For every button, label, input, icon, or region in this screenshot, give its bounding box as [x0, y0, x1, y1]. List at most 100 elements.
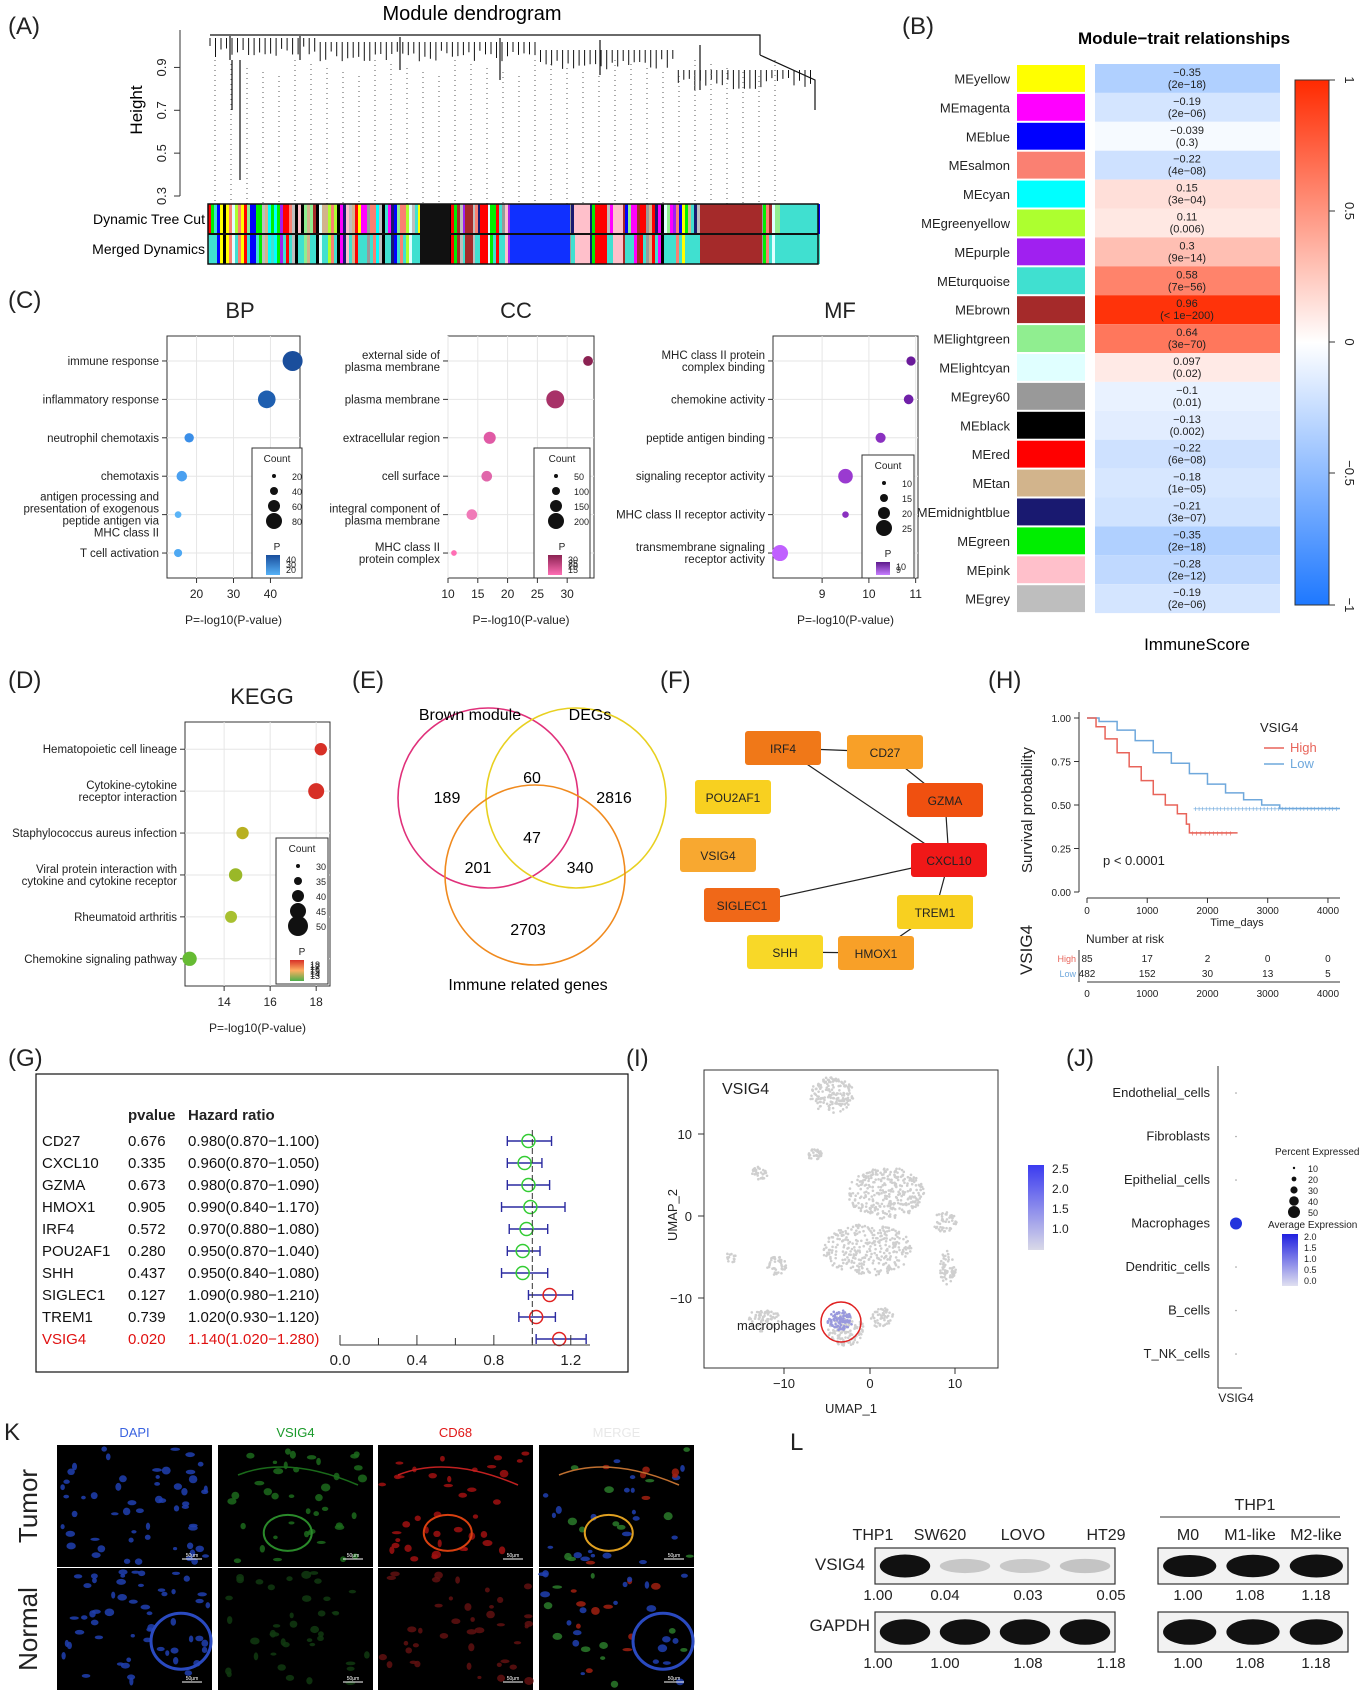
dotplot-xtick: 20	[501, 587, 515, 601]
module-color-swatch	[1017, 556, 1085, 584]
forest-header-hr: Hazard ratio	[188, 1107, 275, 1124]
correlation-pvalue: (0.3)	[1176, 137, 1199, 149]
venn-immune-genes-circle	[444, 784, 626, 966]
legend-percent-tick: 40	[1308, 1197, 1318, 1207]
heatmap-row: MElightcyan 0.097(0.02)	[939, 353, 1280, 382]
dotplot-xtick: 30	[561, 587, 575, 601]
blot-lane-label: HT29	[1086, 1527, 1125, 1544]
correlation-pvalue: (2e−18)	[1168, 541, 1206, 553]
blot-vsig4-value: 1.08	[1235, 1587, 1264, 1604]
term-label: Viral protein interaction with	[36, 864, 177, 876]
blot-strip	[874, 1547, 1116, 1585]
svg-text:+: +	[1226, 804, 1231, 813]
network-node-label: HMOX1	[855, 947, 898, 961]
risk-xtick: 3000	[1257, 989, 1280, 1000]
term-label: signaling receptor activity	[636, 471, 765, 483]
dotplot-xtick: 9	[819, 587, 826, 601]
risk-high-value: 85	[1081, 954, 1093, 965]
svg-text:+: +	[1218, 804, 1223, 813]
survival-curve-low	[1087, 717, 1340, 810]
network-node-label: IRF4	[770, 742, 796, 756]
blot-protein-label: VSIG4	[815, 1555, 865, 1574]
module-name: MEcyan	[963, 187, 1010, 202]
dotplot-dot	[1230, 1217, 1242, 1230]
heatmap-row: MEmagenta −0.19(2e−06)	[940, 92, 1280, 122]
enrichment-dot	[308, 783, 325, 800]
venn-count-brown-immune: 201	[465, 860, 492, 877]
umap-title: VSIG4	[722, 1081, 769, 1098]
venn-count-brown-degs: 60	[523, 770, 541, 787]
scale-bar-label: 50μm	[347, 1676, 360, 1682]
if-column-label: MERGE	[593, 1425, 641, 1440]
if-row-label: Tumor	[13, 1469, 43, 1543]
panel-f-ppi-network: IRF4 CD27 POU2AF1 GZMA VSIG4 CXCL10 SIGLEC1 TRE…	[680, 731, 987, 970]
svg-text:+: +	[1251, 804, 1256, 813]
legend-p-tick: 25	[568, 558, 578, 568]
correlation-pvalue: (6e−08)	[1168, 455, 1206, 467]
risk-row-low: Low	[1059, 969, 1076, 979]
panel-g-forest-plot: pvalue Hazard ratio CD27 0.676 0.980(0.870−1…	[35, 1073, 629, 1373]
correlation-cell	[1095, 324, 1280, 353]
module-name: MEmidnightblue	[917, 505, 1010, 520]
heatmap-row: MEred −0.22(6e−08)	[972, 439, 1280, 469]
blot-vsig4-value: 1.18	[1301, 1587, 1330, 1604]
forest-gene: CXCL10	[42, 1155, 99, 1172]
enrichment-dot	[903, 394, 914, 405]
forest-xtick: 1.2	[560, 1352, 581, 1369]
dotplot-dot	[1235, 1309, 1237, 1312]
survival-curve-high	[1087, 717, 1238, 834]
forest-hr: 0.950(0.840−1.080)	[188, 1265, 319, 1282]
panel-label-f: (F)	[660, 667, 691, 694]
term-label: Rheumatoid arthritis	[74, 912, 177, 924]
dotplot-xtick: 11	[909, 587, 922, 601]
correlation-value: −0.35	[1173, 529, 1201, 541]
umap-xlabel: UMAP_1	[825, 1401, 877, 1416]
term-label: immune response	[68, 356, 159, 368]
svg-text:+: +	[1265, 804, 1270, 813]
network-node: SHH	[747, 935, 823, 969]
dendrogram-ytick: 0.5	[154, 144, 169, 162]
forest-gene: SHH	[42, 1265, 74, 1282]
panel-h-survival: 1.000.750.500.250.000 1000 2000 3000 4000Tim…	[1017, 712, 1340, 1000]
forest-hr: 0.970(0.880−1.080)	[188, 1221, 319, 1238]
forest-gene: VSIG4	[42, 1331, 86, 1348]
risk-xtick: 2000	[1196, 989, 1219, 1000]
risk-table-side: VSIG4	[1017, 925, 1036, 975]
module-color-swatch	[1017, 498, 1085, 526]
module-name: MEgreenyellow	[921, 216, 1010, 231]
legend-p-title: P	[299, 947, 306, 958]
network-node-label: SHH	[772, 946, 797, 960]
correlation-cell	[1095, 208, 1280, 238]
legend-average-tick: 1.0	[1304, 1254, 1317, 1264]
umap-colorbar	[1028, 1165, 1044, 1250]
dotplot-cell-label: Dendritic_cells	[1125, 1259, 1210, 1274]
correlation-cell	[1095, 179, 1280, 209]
term-label: plasma membrane	[345, 394, 440, 406]
svg-text:+: +	[1199, 829, 1204, 838]
colorbar-tick: 0.5	[1342, 202, 1357, 220]
colorbar-tick: −1	[1342, 598, 1357, 613]
correlation-value: −0.19	[1173, 587, 1201, 599]
blot-vsig4-value: 1.00	[1173, 1587, 1202, 1604]
network-node-label: CXCL10	[926, 854, 972, 868]
legend-count-tick: 80	[292, 517, 302, 527]
forest-hr: 0.980(0.870−1.100)	[188, 1133, 319, 1150]
heatmap-row: MEgrey60 −0.1(0.01)	[951, 381, 1280, 411]
module-name: MEblue	[966, 129, 1010, 144]
correlation-cell	[1095, 295, 1280, 325]
svg-text:+: +	[1240, 804, 1245, 813]
enrichment-dot	[282, 350, 303, 371]
svg-text:+: +	[1312, 804, 1317, 813]
network-node-label: POU2AF1	[706, 791, 761, 805]
umap-ytick: 10	[678, 1127, 692, 1142]
dendrogram-ytick: 0.3	[154, 187, 169, 205]
module-color-swatch	[1017, 440, 1085, 468]
correlation-pvalue: (3e−04)	[1168, 195, 1206, 207]
dotplot-title: BP	[225, 298, 254, 323]
colorbar-tick: −0.5	[1342, 460, 1357, 486]
legend-p-tick: 10	[896, 562, 906, 572]
blot-band	[879, 1554, 931, 1578]
